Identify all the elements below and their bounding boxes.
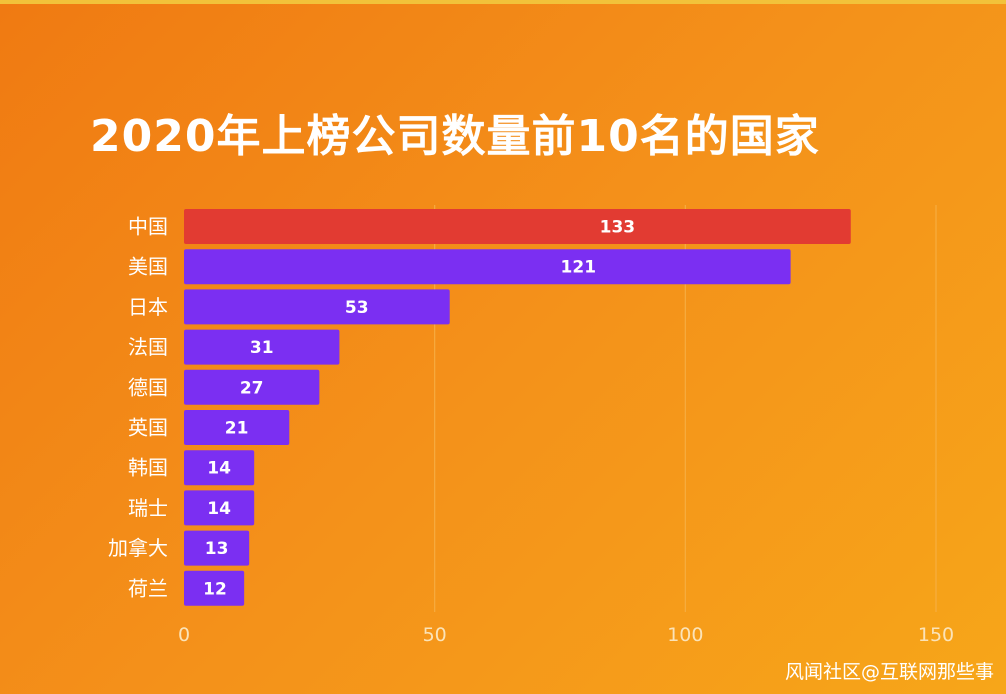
bar-value-label-5: 21 <box>225 419 249 439</box>
category-label-4: 德国 <box>128 375 168 399</box>
bar-8 <box>184 530 250 566</box>
category-label-6: 韩国 <box>128 456 168 480</box>
bar-value-label-4: 27 <box>240 378 264 398</box>
category-label-9: 荷兰 <box>128 576 168 600</box>
category-label-8: 加拿大 <box>108 536 168 560</box>
bar-6 <box>184 450 255 486</box>
bar-value-label-0: 133 <box>600 218 636 238</box>
bar-2 <box>184 289 450 325</box>
x-tick-label-1: 50 <box>423 624 447 646</box>
category-label-2: 日本 <box>128 295 168 319</box>
category-label-7: 瑞士 <box>128 496 168 520</box>
bar-1 <box>184 249 791 285</box>
bar-value-label-9: 12 <box>203 579 227 599</box>
bar-7 <box>184 490 255 526</box>
x-tick-label-3: 150 <box>918 624 954 646</box>
bar-9 <box>184 570 245 606</box>
bar-value-label-6: 14 <box>207 459 231 479</box>
top-accent-strip <box>0 0 1006 4</box>
bar-0 <box>184 209 851 244</box>
x-tick-label-0: 0 <box>178 624 190 646</box>
bar-value-label-8: 13 <box>205 539 229 559</box>
category-label-3: 法国 <box>128 335 168 359</box>
bar-5 <box>184 410 290 445</box>
bar-4 <box>184 369 320 405</box>
category-label-0: 中国 <box>128 215 168 239</box>
bar-value-label-1: 121 <box>561 258 597 278</box>
bar-3 <box>184 329 340 365</box>
x-tick-label-2: 100 <box>667 624 703 646</box>
chart-title: 2020年上榜公司数量前10名的国家 <box>90 111 820 162</box>
category-label-1: 美国 <box>128 255 168 279</box>
bar-value-label-3: 31 <box>250 338 274 358</box>
bar-value-label-2: 53 <box>345 298 369 318</box>
watermark: 风闻社区@互联网那些事 <box>784 661 994 683</box>
category-label-5: 英国 <box>128 416 168 440</box>
bar-value-label-7: 14 <box>207 499 231 519</box>
